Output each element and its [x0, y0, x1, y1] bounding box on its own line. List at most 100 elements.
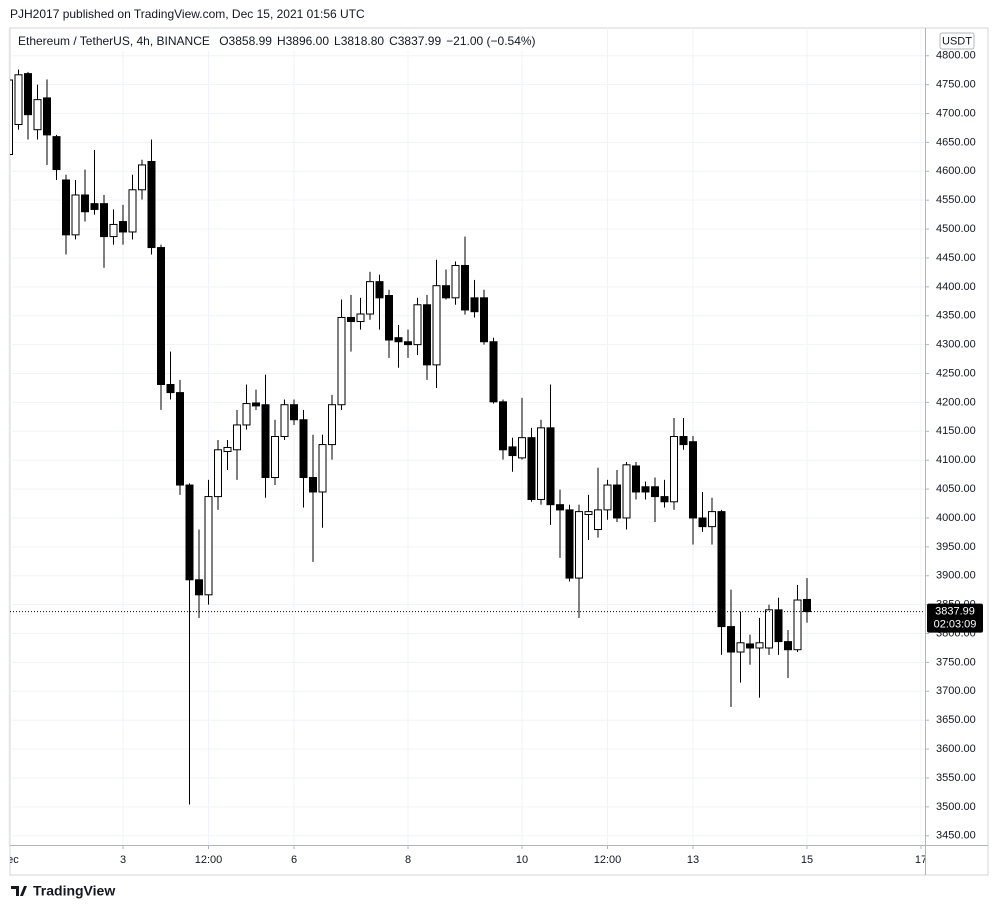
candle-body	[62, 179, 71, 236]
candle-body	[10, 79, 13, 156]
candle-body	[584, 511, 593, 516]
candle-body	[109, 223, 118, 238]
candle-body	[660, 496, 669, 503]
footer-logo[interactable]: TradingView	[11, 883, 115, 899]
ohlc-key: O	[219, 34, 228, 48]
grid	[8, 28, 925, 845]
candle-body	[195, 579, 204, 596]
currency-label: USDT	[939, 32, 975, 50]
candle-body	[784, 641, 793, 651]
candle-body	[451, 264, 460, 299]
candle-body	[271, 436, 280, 479]
candle-body	[632, 465, 641, 493]
candle-body	[518, 437, 527, 459]
candle-body	[214, 449, 223, 498]
ohlc-value: 3837.99	[398, 34, 442, 48]
candle-body	[128, 189, 137, 233]
chart-frame	[9, 27, 989, 876]
candle-body	[727, 626, 736, 653]
candle-body	[166, 383, 175, 394]
candle-body	[613, 484, 622, 519]
candle-body	[442, 285, 451, 299]
candle-body	[223, 446, 232, 453]
candle-body	[489, 341, 498, 403]
y-tick-label: 3650.00	[936, 714, 976, 726]
y-tick-label: 4800.00	[936, 50, 976, 62]
y-tick-label: 4100.00	[936, 454, 976, 466]
ohlc-key: L	[334, 34, 341, 48]
candle-body	[499, 401, 508, 451]
change-value: −21.00 (−0.54%)	[446, 34, 535, 48]
candle-body	[375, 281, 384, 299]
plot-area	[10, 69, 925, 805]
logo-mark	[11, 886, 27, 896]
candle-body	[651, 486, 660, 498]
y-tick-label: 4650.00	[936, 136, 976, 148]
y-tick-label: 4150.00	[936, 425, 976, 437]
candle-body	[176, 392, 185, 486]
candle-body	[575, 511, 584, 579]
candle-body	[432, 285, 441, 366]
candle-body	[71, 194, 80, 236]
candle-body	[80, 194, 89, 213]
candle-body	[470, 297, 479, 313]
symbol-legend: Ethereum / TetherUS, 4h, BINANCE O3858.9…	[12, 31, 536, 51]
y-tick-label: 3450.00	[936, 830, 976, 842]
x-tick-label: 3	[120, 854, 126, 866]
y-tick-label: 4500.00	[936, 223, 976, 235]
x-tick-label: Dec	[0, 854, 19, 866]
candle-body	[546, 427, 555, 506]
candle-body	[404, 341, 413, 346]
x-tick-label: 17	[915, 854, 927, 866]
last-price-label: 3837.99	[935, 605, 975, 617]
candle-body	[337, 316, 346, 406]
candle-body	[755, 642, 764, 649]
candle-body	[356, 313, 365, 323]
y-tick-label: 4000.00	[936, 512, 976, 524]
x-tick-label: 12:00	[594, 854, 622, 866]
y-tick-label: 3600.00	[936, 743, 976, 755]
y-tick-label: 3950.00	[936, 541, 976, 553]
candle-body	[556, 504, 565, 511]
candle-body	[14, 74, 23, 125]
legend-background	[12, 31, 532, 51]
y-tick-label: 3700.00	[936, 685, 976, 697]
ohlc-value: 3818.80	[341, 34, 385, 48]
candle-body	[689, 441, 698, 519]
candle-body	[233, 424, 242, 451]
candle-body	[394, 337, 403, 343]
ohlc-key: H	[277, 34, 286, 48]
candle-body	[33, 99, 42, 131]
candle-body	[100, 203, 109, 238]
brand-name: TradingView	[33, 883, 115, 899]
time-axis: Dec 3 12:00 6 8 10 12:00 13 15 17	[0, 846, 927, 866]
candle-body	[318, 444, 327, 493]
candle-body	[157, 247, 166, 385]
candle-body	[242, 403, 251, 426]
y-tick-label: 4350.00	[936, 310, 976, 322]
candle-body	[679, 436, 688, 446]
candle-body	[461, 264, 470, 311]
legend-text: Ethereum / TetherUS, 4h, BINANCE O3858.9…	[18, 34, 536, 48]
y-tick-label: 3500.00	[936, 801, 976, 813]
candle-body	[698, 517, 707, 528]
ohlc-value: 3858.99	[229, 34, 273, 48]
candle-body	[309, 477, 318, 493]
x-tick-label: 13	[687, 854, 699, 866]
currency-box	[939, 32, 975, 50]
candle-body	[299, 419, 308, 479]
candle-body	[537, 427, 546, 500]
x-tick-label: 8	[405, 854, 411, 866]
currency-text: USDT	[942, 35, 972, 47]
countdown-label: 02:03:09	[934, 618, 977, 630]
price-axis: 3450.00 3500.00 3550.00 3600.00 3650.00 3700.…	[925, 50, 983, 842]
last-price-box	[927, 603, 983, 633]
candle-body	[423, 304, 432, 366]
x-tick-label: 15	[801, 854, 813, 866]
candle-body	[366, 281, 375, 315]
candle-body	[736, 642, 745, 653]
candle-body	[774, 609, 783, 643]
candle-body	[347, 316, 356, 323]
candle-body	[90, 203, 99, 210]
